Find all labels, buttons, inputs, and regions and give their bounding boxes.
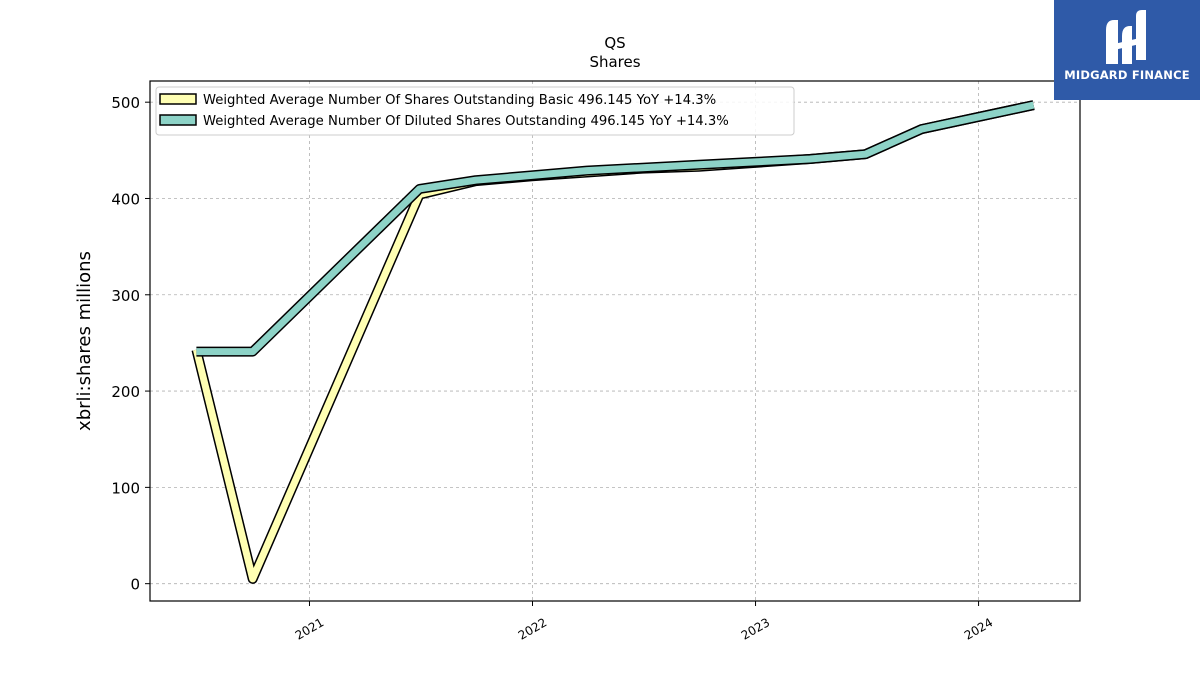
chart-title: QS bbox=[604, 34, 625, 52]
x-tick-label: 2022 bbox=[516, 615, 549, 642]
x-tick-label: 2024 bbox=[962, 615, 995, 642]
chart-subtitle: Shares bbox=[589, 53, 640, 71]
y-tick-label: 100 bbox=[111, 479, 140, 497]
series-layer bbox=[191, 100, 1035, 584]
legend-swatch bbox=[159, 93, 197, 105]
y-tick-label: 0 bbox=[130, 576, 140, 594]
legend-box bbox=[155, 86, 795, 136]
x-tick-label: 2023 bbox=[739, 615, 772, 642]
brand-logo: MIDGARD FINANCE bbox=[1054, 0, 1200, 100]
series-1-line bbox=[193, 101, 1035, 583]
plot-frame bbox=[149, 80, 1081, 602]
y-axis-label: xbrli:shares millions bbox=[74, 251, 95, 431]
legend-label: Weighted Average Number Of Diluted Share… bbox=[203, 114, 729, 129]
y-tick-label: 400 bbox=[111, 190, 140, 208]
legend: Weighted Average Number Of Shares Outsta… bbox=[155, 86, 795, 136]
y-tick-label: 500 bbox=[111, 94, 140, 112]
brand-name: MIDGARD FINANCE bbox=[1064, 68, 1190, 82]
legend-label: Weighted Average Number Of Shares Outsta… bbox=[203, 93, 716, 108]
grid-lines bbox=[150, 81, 1080, 601]
x-tick-label: 2021 bbox=[293, 615, 326, 642]
midgard-logo-icon bbox=[1106, 10, 1146, 64]
series-2-outline bbox=[196, 100, 1035, 357]
y-tick-label: 200 bbox=[111, 383, 140, 401]
series-2-line bbox=[196, 101, 1035, 356]
series-1-outline bbox=[191, 100, 1035, 584]
legend-swatch bbox=[159, 114, 197, 126]
y-tick-label: 300 bbox=[111, 287, 140, 305]
